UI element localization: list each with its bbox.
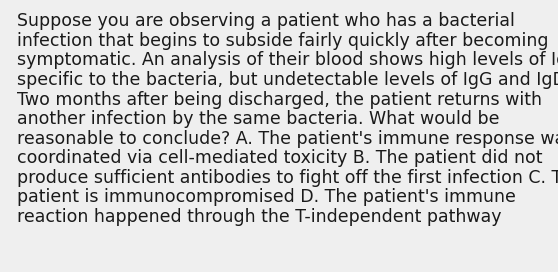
Text: reaction happened through the T-independent pathway: reaction happened through the T-independ… — [17, 208, 501, 226]
Text: specific to the bacteria, but undetectable levels of IgG and IgD.: specific to the bacteria, but undetectab… — [17, 71, 558, 89]
Text: infection that begins to subside fairly quickly after becoming: infection that begins to subside fairly … — [17, 32, 549, 50]
Text: another infection by the same bacteria. What would be: another infection by the same bacteria. … — [17, 110, 499, 128]
Text: coordinated via cell-mediated toxicity B. The patient did not: coordinated via cell-mediated toxicity B… — [17, 149, 542, 167]
Text: produce sufficient antibodies to fight off the first infection C. The: produce sufficient antibodies to fight o… — [17, 169, 558, 187]
Text: reasonable to conclude? A. The patient's immune response was: reasonable to conclude? A. The patient's… — [17, 130, 558, 148]
Text: Two months after being discharged, the patient returns with: Two months after being discharged, the p… — [17, 91, 542, 109]
Text: symptomatic. An analysis of their blood shows high levels of IgM: symptomatic. An analysis of their blood … — [17, 51, 558, 69]
Text: Suppose you are observing a patient who has a bacterial: Suppose you are observing a patient who … — [17, 12, 514, 30]
Text: patient is immunocompromised D. The patient's immune: patient is immunocompromised D. The pati… — [17, 188, 516, 206]
